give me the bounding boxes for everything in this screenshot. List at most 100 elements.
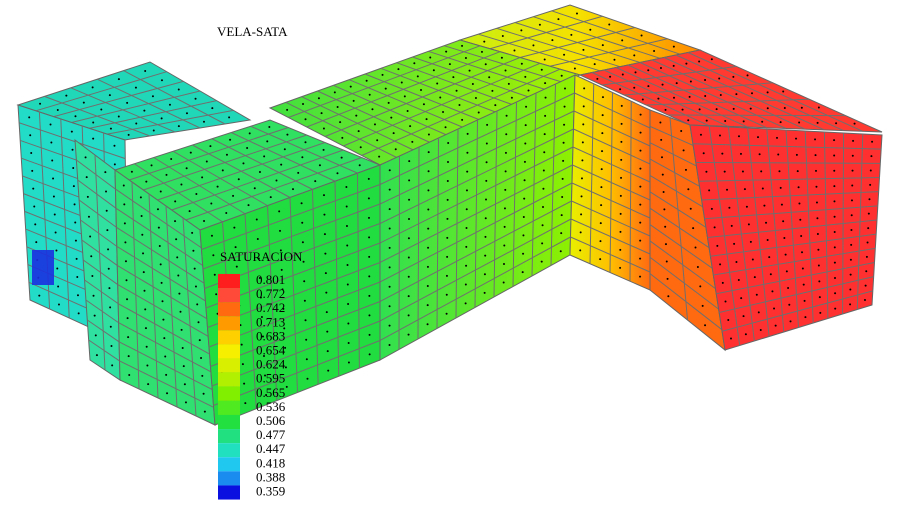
node-dot xyxy=(782,90,784,92)
node-dot xyxy=(93,295,95,297)
page: {"title": "VELA-SATA", "legend": {"title… xyxy=(0,0,913,509)
node-dot xyxy=(719,135,721,137)
node-dot xyxy=(203,220,205,222)
node-dot xyxy=(751,92,753,94)
node-dot xyxy=(28,116,30,118)
node-dot xyxy=(279,230,281,232)
node-dot xyxy=(542,188,544,190)
node-dot xyxy=(775,325,777,327)
node-dot xyxy=(88,216,90,218)
node-dot xyxy=(286,109,288,111)
node-dot xyxy=(768,256,770,258)
node-dot xyxy=(687,188,689,190)
node-dot xyxy=(469,70,471,72)
node-dot xyxy=(834,216,836,218)
node-dot xyxy=(94,315,96,317)
node-dot xyxy=(301,156,303,158)
node-dot xyxy=(682,109,684,111)
legend-swatch xyxy=(218,471,240,485)
node-dot xyxy=(222,169,224,171)
node-dot xyxy=(560,232,562,234)
node-dot xyxy=(705,171,707,173)
node-dot xyxy=(620,159,622,161)
node-dot xyxy=(657,98,659,100)
node-dot xyxy=(466,189,468,191)
node-dot xyxy=(659,121,661,123)
node-dot xyxy=(314,180,316,182)
legend-label: 0.477 xyxy=(256,427,286,442)
node-dot xyxy=(583,87,585,89)
node-dot xyxy=(600,186,602,188)
node-dot xyxy=(544,115,546,117)
node-dot xyxy=(141,234,143,236)
node-dot xyxy=(461,119,463,121)
node-dot xyxy=(195,98,197,100)
node-dot xyxy=(281,269,283,271)
node-dot xyxy=(780,121,782,123)
node-dot xyxy=(564,106,566,108)
node-dot xyxy=(389,325,391,327)
node-dot xyxy=(388,102,390,104)
node-dot xyxy=(780,187,782,189)
node-dot xyxy=(494,104,496,106)
node-dot xyxy=(174,220,176,222)
node-dot xyxy=(268,126,270,128)
node-dot xyxy=(711,208,713,210)
node-dot xyxy=(235,246,237,248)
node-dot xyxy=(242,162,244,164)
node-dot xyxy=(242,363,244,365)
node-dot xyxy=(804,300,806,302)
node-dot xyxy=(174,200,176,202)
node-dot xyxy=(135,123,137,125)
node-dot xyxy=(505,133,507,135)
node-dot xyxy=(366,80,368,82)
legend-label: 0.388 xyxy=(256,469,285,484)
node-dot xyxy=(195,193,197,195)
node-dot xyxy=(368,314,370,316)
node-dot xyxy=(797,170,799,172)
node-dot xyxy=(704,95,706,97)
node-dot xyxy=(109,94,111,96)
node-dot xyxy=(852,155,854,157)
node-dot xyxy=(126,298,128,300)
node-dot xyxy=(374,123,376,125)
node-dot xyxy=(393,132,395,134)
node-dot xyxy=(564,88,566,90)
node-dot xyxy=(92,86,94,88)
node-dot xyxy=(236,266,238,268)
node-dot xyxy=(77,294,79,296)
node-dot xyxy=(95,334,97,336)
node-dot xyxy=(621,39,623,41)
node-dot xyxy=(140,196,142,198)
node-dot xyxy=(778,170,780,172)
node-dot xyxy=(851,184,853,186)
node-dot xyxy=(508,83,510,85)
node-dot xyxy=(817,122,819,124)
node-dot xyxy=(866,256,868,258)
node-dot xyxy=(407,110,409,112)
node-dot xyxy=(503,263,505,265)
node-dot xyxy=(722,282,724,284)
node-dot xyxy=(145,327,147,329)
node-dot xyxy=(326,331,328,333)
node-dot xyxy=(639,240,641,242)
title: VELA-SATA xyxy=(217,24,288,39)
node-dot xyxy=(306,358,308,360)
node-dot xyxy=(834,231,836,233)
node-dot xyxy=(301,222,303,224)
node-dot xyxy=(743,120,745,122)
node-dot xyxy=(602,44,604,46)
node-dot xyxy=(243,383,245,385)
node-dot xyxy=(325,292,327,294)
node-dot xyxy=(306,378,308,380)
node-dot xyxy=(147,383,149,385)
node-dot xyxy=(30,152,32,154)
node-dot xyxy=(642,99,644,101)
node-dot xyxy=(426,118,428,120)
node-dot xyxy=(503,244,505,246)
node-dot xyxy=(446,218,448,220)
node-dot xyxy=(198,321,200,323)
node-dot xyxy=(542,224,544,226)
node-dot xyxy=(408,199,410,201)
node-dot xyxy=(501,57,503,59)
